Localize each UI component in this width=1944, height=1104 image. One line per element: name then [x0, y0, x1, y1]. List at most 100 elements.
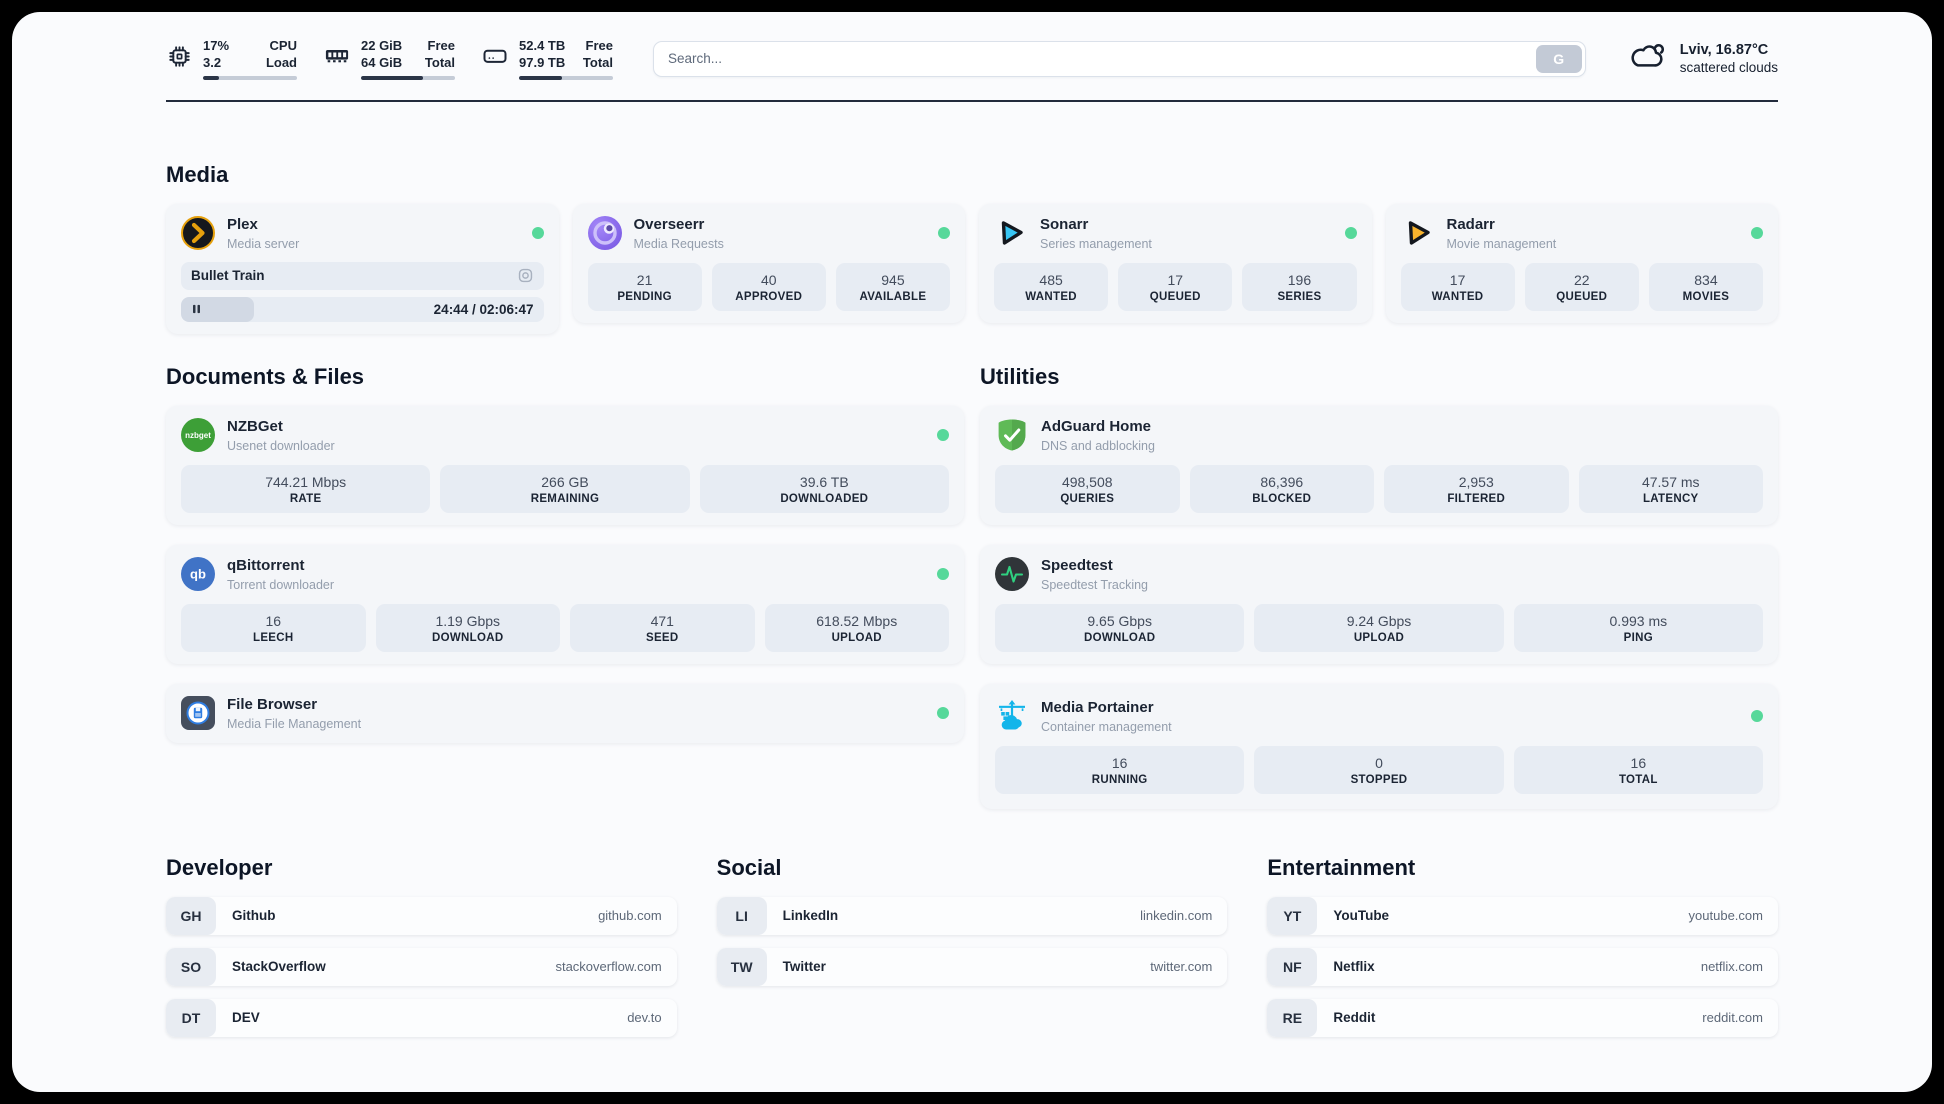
weather-location: Lviv, 16.87°C	[1679, 42, 1769, 59]
plex-icon	[181, 216, 215, 251]
stat-stopped: 0 STOPPED	[1254, 745, 1504, 794]
bookmark-url: youtube.com	[1688, 908, 1763, 924]
portainer-icon	[995, 699, 1029, 733]
app-subtitle: Media Requests	[633, 236, 724, 251]
cpu-load-value: 3.2	[203, 54, 222, 70]
stat-remaining: 266 GB REMAINING	[440, 464, 690, 513]
documents-column: Documents & Files nzbget NZBGet U	[166, 364, 964, 743]
bookmark-abbr: LI	[716, 896, 767, 935]
bookmark-twitter[interactable]: TW Twitter twitter.com	[716, 947, 1228, 986]
dashboard-surface: 17% CPU 3.2 Load 22 GiB Free 64 GiB Total	[12, 12, 1932, 1092]
cloud-icon	[1626, 40, 1668, 77]
search-input[interactable]	[653, 40, 1586, 77]
app-title: Plex	[227, 215, 258, 233]
section-title-documents: Documents & Files	[166, 363, 365, 389]
storage-total-label: Total	[582, 54, 613, 70]
stat-pending: 21 PENDING	[587, 262, 702, 311]
bookmark-name: Twitter	[782, 959, 826, 975]
bookmark-group-developer: Developer GH Github github.com SO StackO…	[166, 855, 677, 1050]
bookmark-name: Github	[232, 908, 276, 924]
stat-seed: 471 SEED	[570, 603, 755, 652]
bookmark-linkedin[interactable]: LI LinkedIn linkedin.com	[716, 896, 1228, 935]
status-dot	[1751, 227, 1763, 240]
app-subtitle: Speedtest Tracking	[1041, 577, 1149, 592]
bookmark-youtube[interactable]: YT YouTube youtube.com	[1267, 896, 1778, 935]
cpu-stat: 17% CPU 3.2 Load	[166, 38, 297, 80]
bookmark-name: LinkedIn	[782, 908, 839, 924]
section-title-developer: Developer	[166, 854, 273, 880]
bookmark-netflix[interactable]: NF Netflix netflix.com	[1267, 947, 1778, 986]
sonarr-card[interactable]: Sonarr Series management 485 WANTED 17 QUE…	[979, 203, 1372, 323]
app-title: Radarr	[1446, 215, 1495, 233]
app-title: Media Portainer	[1041, 698, 1154, 716]
storage-free-label: Free	[585, 38, 613, 53]
header-divider	[166, 99, 1778, 102]
now-playing-row: Bullet Train	[181, 261, 544, 290]
overseerr-card[interactable]: Overseerr Media Requests 21 PENDING 40 APP…	[572, 203, 965, 323]
filebrowser-icon	[181, 696, 215, 731]
bookmark-reddit[interactable]: RE Reddit reddit.com	[1267, 998, 1778, 1037]
bookmark-url: reddit.com	[1702, 1010, 1763, 1026]
stat-rate: 744.21 Mbps RATE	[181, 464, 431, 513]
stat-filtered: 2,953 FILTERED	[1384, 464, 1569, 513]
system-stats-group: 17% CPU 3.2 Load 22 GiB Free 64 GiB Total	[166, 38, 613, 80]
app-subtitle: Movie management	[1446, 236, 1557, 251]
stat-total: 16 TOTAL	[1513, 745, 1763, 794]
portainer-card[interactable]: Media Portainer Container management 16 R…	[980, 683, 1778, 809]
bookmark-abbr: NF	[1267, 947, 1318, 986]
status-dot	[1344, 227, 1357, 240]
sonarr-icon	[994, 216, 1028, 250]
bookmark-abbr: GH	[166, 896, 216, 935]
app-title: AdGuard Home	[1041, 417, 1152, 435]
bookmark-group-social: Social LI LinkedIn linkedin.com TW Twitt…	[716, 855, 1228, 999]
memory-free-value: 22 GiB	[361, 38, 403, 53]
bookmark-abbr: YT	[1267, 896, 1318, 935]
bookmark-url: twitter.com	[1150, 959, 1213, 975]
plex-card[interactable]: Plex Media server Bullet Train 24:44	[166, 203, 559, 334]
status-dot	[1751, 710, 1763, 723]
overseerr-icon	[587, 216, 622, 251]
stat-latency: 47.57 ms LATENCY	[1578, 464, 1763, 513]
playback-bar[interactable]: 24:44 / 02:06:47	[181, 296, 544, 322]
svg-text:qb: qb	[190, 567, 206, 582]
bookmark-url: netflix.com	[1700, 959, 1763, 975]
nzbget-card[interactable]: nzbget NZBGet Usenet downloader 744.21 M…	[166, 405, 964, 525]
stat-upload: 618.52 Mbps UPLOAD	[764, 603, 949, 652]
pause-icon[interactable]	[191, 303, 202, 315]
media-cards-row: Plex Media server Bullet Train 24:44	[166, 203, 1778, 334]
speedtest-card[interactable]: Speedtest Speedtest Tracking 9.65 Gbps DO…	[980, 544, 1778, 664]
status-dot	[937, 707, 949, 720]
section-title-entertainment: Entertainment	[1267, 854, 1416, 880]
speedtest-icon	[995, 557, 1029, 592]
stat-series: 196 SERIES	[1242, 262, 1357, 311]
radarr-card[interactable]: Radarr Movie management 17 WANTED 22 QUEUE…	[1385, 203, 1778, 323]
storage-stat: 52.4 TB Free 97.9 TB Total	[481, 38, 613, 80]
stat-download: 1.19 Gbps DOWNLOAD	[375, 603, 560, 652]
bookmark-github[interactable]: GH Github github.com	[166, 896, 677, 935]
bookmark-stackoverflow[interactable]: SO StackOverflow stackoverflow.com	[166, 947, 677, 986]
search-engine-button[interactable]: G	[1535, 44, 1582, 73]
app-title: Overseerr	[633, 215, 705, 233]
stat-available: 945 AVAILABLE	[835, 262, 951, 311]
adguard-card[interactable]: AdGuard Home DNS and adblocking 498,508 Q…	[980, 405, 1778, 525]
session-screen-icon[interactable]	[517, 267, 534, 284]
status-dot	[938, 227, 950, 240]
bookmark-dev[interactable]: DT DEV dev.to	[166, 998, 677, 1037]
bookmark-abbr: DT	[166, 998, 216, 1037]
bookmark-abbr: TW	[716, 947, 767, 986]
storage-free-value: 52.4 TB	[519, 38, 566, 53]
search-container: G	[653, 40, 1586, 77]
app-subtitle: Media server	[227, 236, 300, 251]
bookmark-name: StackOverflow	[232, 959, 326, 975]
top-bar: 17% CPU 3.2 Load 22 GiB Free 64 GiB Total	[166, 12, 1778, 80]
app-title: Sonarr	[1040, 215, 1089, 233]
bookmark-url: dev.to	[627, 1010, 662, 1026]
section-title-utilities: Utilities	[980, 363, 1060, 389]
qbittorrent-card[interactable]: qb qBittorrent Torrent downloader 16 LEEC…	[166, 544, 964, 664]
cpu-label: CPU	[269, 38, 297, 53]
app-subtitle: Usenet downloader	[227, 438, 335, 453]
filebrowser-card[interactable]: File Browser Media File Management	[166, 683, 964, 743]
weather-widget: Lviv, 16.87°C scattered clouds	[1626, 40, 1778, 77]
stat-approved: 40 APPROVED	[711, 262, 826, 311]
app-title: Speedtest	[1041, 556, 1113, 574]
